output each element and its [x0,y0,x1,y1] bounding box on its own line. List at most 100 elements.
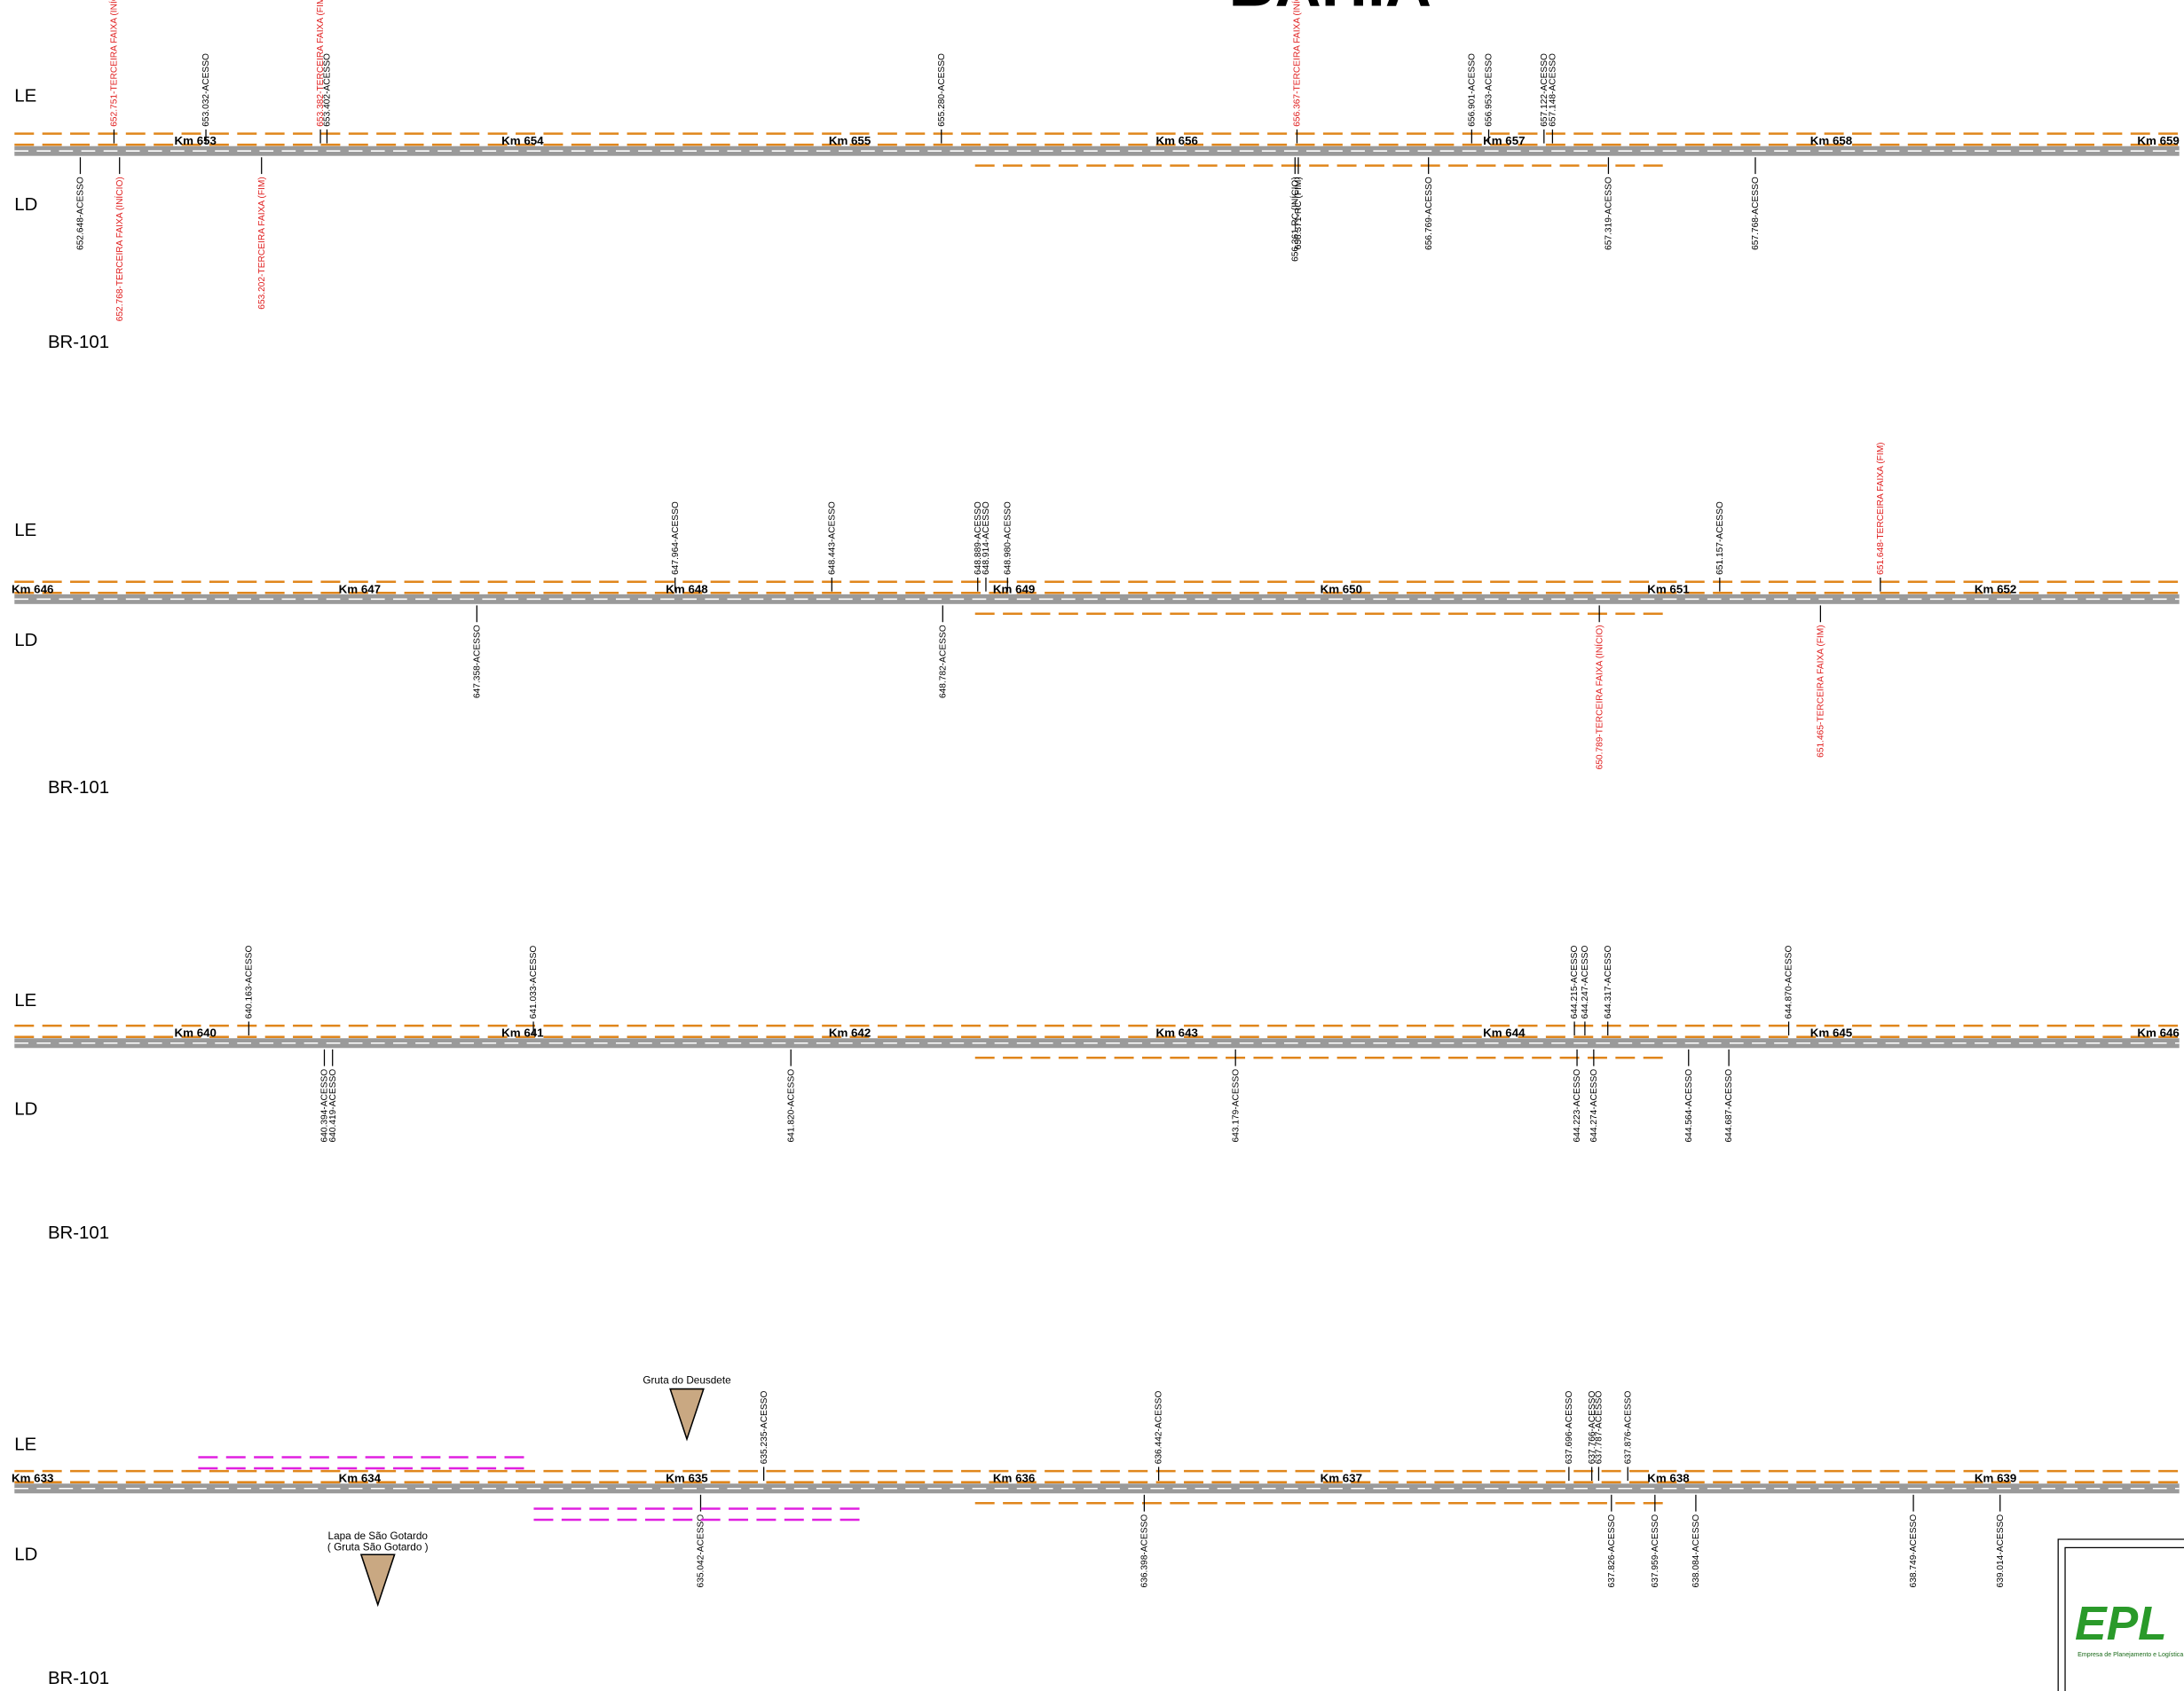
marker-label: 648.782-ACESSO [938,625,948,698]
marker-label: 657.122-ACESSO [1540,53,1549,127]
marker-label: 640.419-ACESSO [328,1069,338,1143]
logo-caption: Empresa de Planejamento e Logística S.A. [2078,1652,2184,1658]
marker-label: 651.648-TERCEIRA FAIXA (FIM) [1876,442,1886,574]
marker-label: 656.367-TERCEIRA FAIXA (INÍCIO) [1291,0,1303,127]
km-label: Km 648 [666,582,707,595]
km-label: Km 634 [339,1472,382,1485]
side-label: LE [14,87,36,106]
km-label: Km 653 [175,134,217,147]
marker-label: 657.148-ACESSO [1549,53,1558,127]
title: BAHIA [1229,0,1431,20]
marker-label: 636.442-ACESSO [1155,1391,1164,1465]
landmark-label: Lapa de São Gotardo [328,1530,429,1542]
km-label: Km 641 [501,1026,544,1040]
marker-label: 656.371-RC (FIM) [1294,177,1304,249]
landmark-label: Gruta do Deusdete [643,1374,731,1386]
marker-label: 648.980-ACESSO [1003,501,1013,575]
logo-frame [2064,1546,2184,1691]
marker-label: 653.402-ACESSO [323,53,333,127]
road-name: BR-101 [48,778,109,798]
marker-label: 644.223-ACESSO [1573,1069,1582,1143]
marker-label: 651.465-TERCEIRA FAIXA (FIM) [1817,625,1826,757]
marker-label: 657.768-ACESSO [1751,177,1761,250]
km-label: Km 638 [1647,1472,1689,1485]
landmark-icon [359,1553,396,1608]
marker-label: 652.648-ACESSO [76,177,86,250]
marker-label: 648.914-ACESSO [982,501,991,575]
km-label: Km 659 [2137,134,2179,147]
marker-label: 640.163-ACESSO [244,946,254,1019]
side-label: LD [14,1545,37,1565]
km-label: Km 656 [1155,134,1197,147]
km-label: Km 645 [1810,1026,1853,1040]
marker-label: 637.959-ACESSO [1651,1514,1660,1588]
marker-label: 653.032-ACESSO [201,53,211,127]
marker-label: 653.202-TERCEIRA FAIXA (FIM) [257,177,267,309]
km-label: Km 640 [175,1026,217,1040]
marker-label: 635.235-ACESSO [760,1391,769,1465]
km-label: Km 657 [1483,134,1525,147]
km-label: Km 643 [1155,1026,1197,1040]
marker-label: 644.564-ACESSO [1684,1069,1694,1143]
marker-label: 657.319-ACESSO [1604,177,1614,250]
km-label: Km 658 [1810,134,1852,147]
marker-label: 643.179-ACESSO [1231,1069,1241,1143]
marker-label: 644.317-ACESSO [1604,946,1613,1019]
logo-text: EPL [2075,1598,2167,1650]
km-label: Km 651 [1647,582,1690,595]
marker-label: 651.157-ACESSO [1715,501,1725,575]
km-label: Km 654 [501,134,544,147]
road-name: BR-101 [48,333,109,352]
marker-label: 641.033-ACESSO [529,946,539,1019]
marker-label: 638.749-ACESSO [1909,1514,1919,1588]
road-name: BR-101 [48,1669,109,1688]
km-label: Km 652 [1975,582,2016,595]
marker-label: 639.014-ACESSO [1996,1514,2006,1588]
side-label: LE [14,1435,36,1455]
marker-label: 637.787-ACESSO [1595,1391,1604,1465]
side-label: LD [14,195,37,215]
marker-label: 644.870-ACESSO [1785,946,1794,1019]
side-label: LD [14,631,37,650]
km-label: Km 649 [993,582,1035,595]
marker-label: 644.247-ACESSO [1581,946,1590,1019]
km-label: Km 642 [829,1026,871,1040]
marker-label: 637.766-ACESSO [1588,1391,1597,1465]
road-name: BR-101 [48,1223,109,1243]
marker-label: 644.274-ACESSO [1589,1069,1599,1143]
marker-label: 647.358-ACESSO [472,625,482,698]
marker-label: 636.398-ACESSO [1140,1514,1150,1588]
marker-label: 655.280-ACESSO [937,53,947,127]
km-label: Km 639 [1975,1472,2016,1485]
marker-label: 635.042-ACESSO [697,1514,706,1588]
marker-label: 640.394-ACESSO [320,1069,330,1143]
marker-label: 653.382-TERCEIRA FAIXA (FIM) [316,0,326,127]
km-label: Km 647 [339,582,381,595]
km-label: Km 633 [12,1472,53,1485]
km-label: Km 636 [993,1472,1035,1485]
km-label: Km 646 [12,582,53,595]
marker-label: 638.084-ACESSO [1691,1514,1701,1588]
km-label: Km 644 [1483,1026,1526,1040]
marker-label: 656.901-ACESSO [1467,53,1477,127]
marker-label: 652.751-TERCEIRA FAIXA (INÍCIO) [108,0,120,127]
marker-label: 648.889-ACESSO [974,501,983,575]
marker-label: 656.361-RC (INÍCIO) [1289,177,1300,262]
side-label: LE [14,991,36,1011]
marker-label: 637.876-ACESSO [1623,1391,1633,1465]
marker-label: 656.769-ACESSO [1424,177,1434,250]
side-label: LE [14,521,36,540]
km-label: Km 637 [1321,1472,1362,1485]
landmark-label: ( Gruta São Gotardo ) [327,1542,429,1553]
km-label: Km 646 [2137,1026,2179,1040]
marker-label: 644.215-ACESSO [1570,946,1580,1019]
marker-label: 637.826-ACESSO [1607,1514,1617,1588]
marker-label: 637.696-ACESSO [1565,1391,1574,1465]
marker-label: 644.687-ACESSO [1724,1069,1734,1143]
marker-label: 641.820-ACESSO [786,1069,796,1143]
landmark-icon [669,1388,705,1442]
marker-label: 647.964-ACESSO [671,501,681,575]
logo-frame [2057,1538,2184,1691]
marker-label: 650.789-TERCEIRA FAIXA (INÍCIO) [1593,625,1604,769]
